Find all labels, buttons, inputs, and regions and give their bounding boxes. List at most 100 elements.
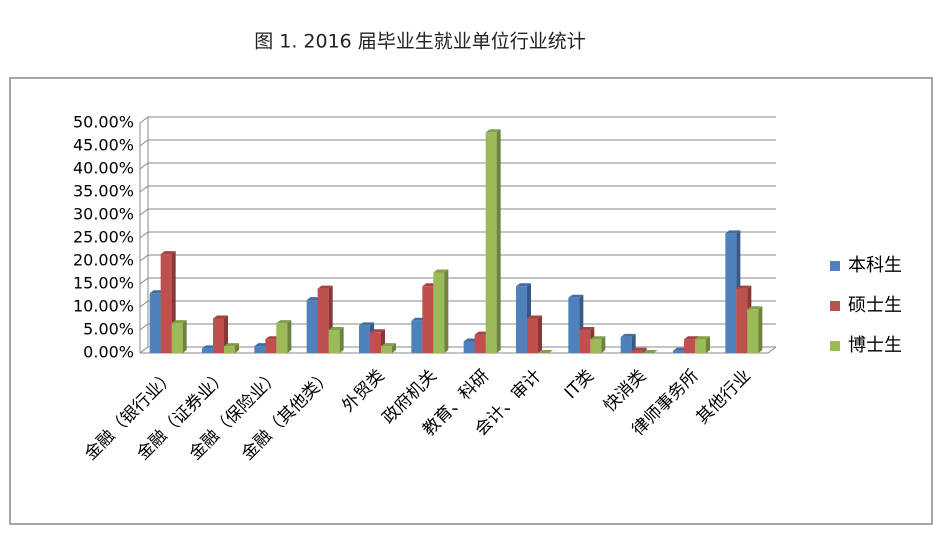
bar-top [328,327,344,330]
bar-front [568,297,580,353]
grid-line [139,116,776,124]
bar-side [601,336,606,353]
bar-side [444,269,449,353]
legend-swatch [830,341,840,351]
bar-top [224,343,239,347]
bar-top [695,336,710,340]
bar-side [224,315,228,353]
x-tick-label: 金融（证券业） [133,366,231,464]
x-tick-label: 其他行业 [693,366,755,428]
x-tick-label: 金融（银行业） [81,366,179,464]
bar-front [224,346,235,353]
x-tick-label: IT类 [561,366,598,403]
bar [171,320,187,353]
bar-side [496,129,501,353]
bar [631,347,647,353]
bar-side [706,336,710,353]
bar-top [433,269,449,273]
bar-front [328,330,340,353]
y-tick-label: 50.00% [73,113,134,132]
grid-line [139,231,776,239]
x-axis-right [767,346,777,354]
bar-front [725,233,737,353]
bar-top [527,315,542,319]
grid-line [139,346,776,354]
bar-front [370,332,381,353]
bar-top [359,322,374,326]
bar-front [317,288,329,353]
bar-top [568,294,584,298]
bar [224,343,239,353]
bar [485,129,501,353]
bar-top [684,336,699,340]
bar-front [736,288,748,353]
y-tick-label: 20.00% [73,251,134,270]
bar-front [276,323,288,353]
bar-top [620,333,636,337]
bar-front [160,254,172,353]
chart-frame [9,77,933,525]
bar-front [474,334,486,353]
bar-front [381,346,392,353]
bar-front [485,132,497,353]
bar-front [747,309,759,353]
bar-side [631,333,636,353]
bar-top [370,329,385,333]
bar-front [422,286,434,353]
y-tick-label: 15.00% [73,274,134,293]
x-tick-label: 金融（保险业） [186,366,284,464]
x-tick-label: 金融（其他类） [238,366,336,464]
grid-line [139,139,776,147]
grid-line [139,254,776,262]
bar [590,336,606,353]
legend-label: 硕士生 [848,295,902,316]
y-tick-label: 45.00% [73,136,134,155]
bar-front [579,330,591,353]
bar-top [276,320,292,324]
bar-top [642,350,658,353]
bar-side [642,347,647,353]
bar [433,269,449,353]
legend-label: 本科生 [848,255,902,276]
bar-top [213,315,228,319]
bar-top [725,230,741,234]
chart-title: 图 1. 2016 届毕业生就业单位行业统计 [254,31,586,53]
bar [328,327,344,353]
bar-side [538,315,542,353]
bar-side [182,320,187,353]
bar-side [758,306,763,353]
y-tick-label: 40.00% [73,159,134,178]
y-tick-label: 25.00% [73,228,134,247]
bar [642,350,658,353]
bar-top [631,347,647,351]
bar-top [747,306,763,310]
bar-side [392,343,396,353]
bar [381,343,396,353]
bar [527,315,542,353]
bar-side [235,343,239,353]
grid-line [139,300,776,308]
bar-front [202,348,213,353]
bar-top [579,327,595,330]
bar-top [736,285,752,289]
y-tick-label: 30.00% [73,205,134,224]
bar-front [433,272,445,353]
bar [276,320,292,353]
y-tick-label: 10.00% [73,297,134,316]
bar-top [538,350,553,353]
bar-front [359,325,370,353]
bar-top [160,251,176,255]
bar-front [463,341,475,353]
bar-front [631,350,643,353]
bar-side [339,327,344,353]
bar-top [381,343,396,347]
bar-front [149,293,161,353]
grid-line [139,323,776,331]
bar-front [306,300,318,353]
bar-top [485,129,501,133]
grid-line [139,185,776,193]
x-tick-label: 快消类 [600,366,650,416]
bar-front [411,320,423,353]
legend-swatch [830,301,840,311]
